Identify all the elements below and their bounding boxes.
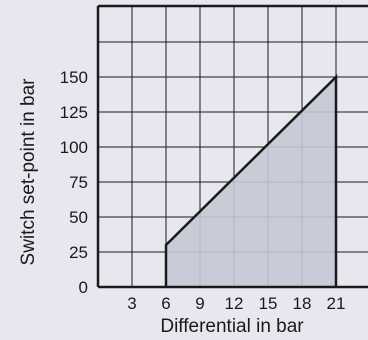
- plot-frame: [96, 4, 368, 289]
- area-outline: [164, 74, 338, 287]
- x-tick-label: 18: [293, 294, 312, 313]
- y-tick-labels: 0 25 50 75 100 125 150: [60, 68, 88, 297]
- x-tick-labels: 3 6 9 12 15 18 21: [127, 294, 345, 313]
- x-tick-label: 6: [161, 294, 170, 313]
- x-tick-label: 21: [327, 294, 346, 313]
- y-tick-label: 100: [60, 138, 88, 157]
- x-tick-label: 3: [127, 294, 136, 313]
- x-axis-label: Differential in bar: [160, 316, 304, 337]
- y-tick-label: 125: [60, 103, 88, 122]
- x-tick-label: 12: [225, 294, 244, 313]
- y-axis-label: Switch set-point in bar: [18, 78, 39, 266]
- y-tick-label: 50: [69, 208, 88, 227]
- area-fill: [166, 77, 336, 287]
- y-tick-label: 25: [69, 243, 88, 262]
- x-tick-label: 9: [195, 294, 204, 313]
- y-tick-label: 150: [60, 68, 88, 87]
- y-tick-label: 0: [79, 278, 88, 297]
- x-tick-label: 15: [259, 294, 278, 313]
- y-tick-label: 75: [69, 173, 88, 192]
